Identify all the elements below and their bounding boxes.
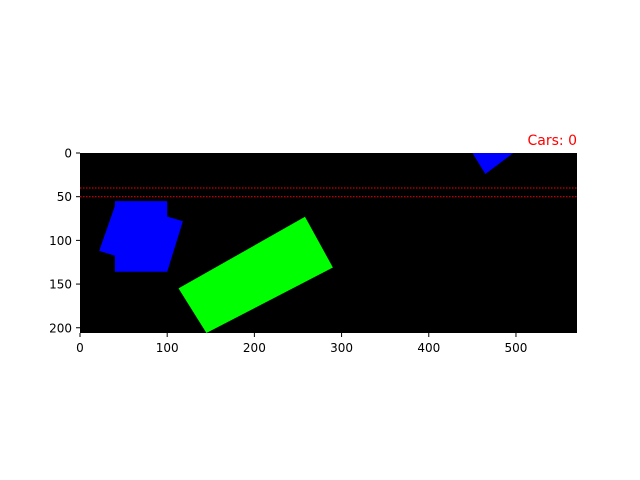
x-tick-label: 500 <box>505 341 528 355</box>
x-tick-label: 200 <box>243 341 266 355</box>
y-tick-label: 50 <box>57 190 72 204</box>
lane-lines <box>80 187 577 198</box>
x-tick-label: 0 <box>76 341 84 355</box>
green-car <box>178 216 333 333</box>
y-axis: 0 50 100 150 200 <box>49 147 80 335</box>
blue-car-left-rotated <box>99 201 183 272</box>
x-tick-label: 100 <box>156 341 179 355</box>
x-tick-label: 300 <box>330 341 353 355</box>
cars-counter: Cars: 0 <box>528 133 577 149</box>
x-tick-label: 400 <box>417 341 440 355</box>
y-tick-label: 200 <box>49 321 72 335</box>
cars-layer <box>99 153 514 333</box>
blue-car-top-right <box>472 153 514 174</box>
x-axis: 0 100 200 300 400 500 <box>76 333 527 355</box>
y-tick-label: 150 <box>49 278 72 292</box>
y-tick-label: 100 <box>49 234 72 248</box>
y-tick-label: 0 <box>64 147 72 161</box>
